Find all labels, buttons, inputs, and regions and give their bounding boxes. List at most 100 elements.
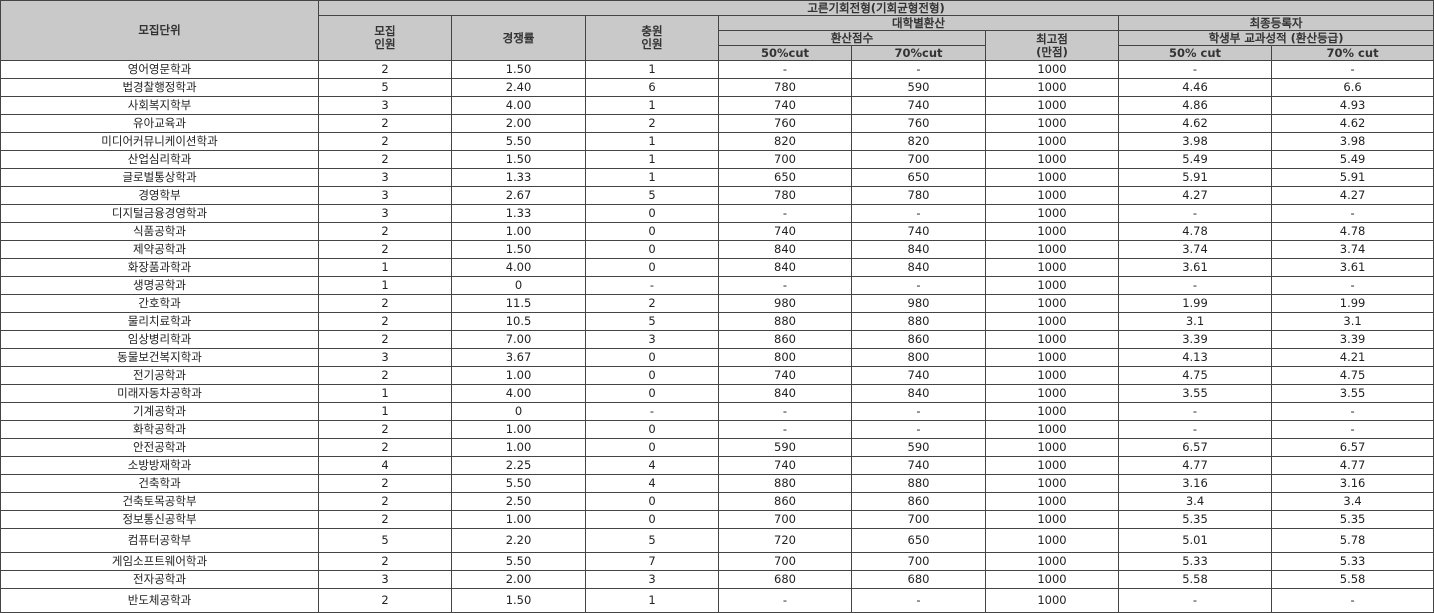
- cell-competition: 7.00: [451, 330, 586, 349]
- cell-cut50: 860: [718, 492, 852, 511]
- cell-competition: 11.5: [451, 294, 586, 313]
- cell-final-cut50: 3.1: [1118, 312, 1272, 331]
- cell-waitlist: 1: [585, 60, 719, 79]
- cell-final-cut50: 5.49: [1118, 150, 1272, 169]
- cell-competition: 3.67: [451, 348, 586, 367]
- table-row: 간호학과 2 11.5 2 980 980 1000 1.99 1.99: [0, 294, 1434, 313]
- cell-competition: 5.50: [451, 474, 586, 493]
- cell-max-score: 1000: [985, 492, 1119, 511]
- cell-waitlist: 7: [585, 552, 719, 571]
- cell-unit: 반도체공학과: [0, 588, 319, 613]
- cell-cut70: 740: [851, 456, 986, 475]
- cell-final-cut50: 4.86: [1118, 96, 1272, 115]
- cell-waitlist: 2: [585, 114, 719, 133]
- table-row: 경영학부 3 2.67 5 780 780 1000 4.27 4.27: [0, 186, 1434, 205]
- cell-recruit: 2: [318, 222, 452, 241]
- cell-competition: 2.00: [451, 570, 586, 589]
- cell-cut70: -: [851, 588, 986, 613]
- table-row: 화장품과학과 1 4.00 0 840 840 1000 3.61 3.61: [0, 258, 1434, 277]
- cell-final-cut70: -: [1270, 204, 1434, 223]
- cell-unit: 제약공학과: [0, 240, 319, 259]
- cell-cut50: 680: [718, 570, 852, 589]
- cell-cut50: 740: [718, 222, 852, 241]
- cell-recruit: 2: [318, 552, 452, 571]
- cell-final-cut50: 5.35: [1118, 510, 1272, 529]
- cell-competition: 4.00: [451, 258, 586, 277]
- cell-final-cut70: 3.98: [1270, 132, 1434, 151]
- table-row: 글로벌통상학과 3 1.33 1 650 650 1000 5.91 5.91: [0, 168, 1434, 187]
- cell-final-cut70: 5.33: [1270, 552, 1434, 571]
- table-row: 디지털금융경영학과 3 1.33 0- -1000- -: [0, 204, 1434, 223]
- cell-final-cut70: 6.6: [1270, 78, 1434, 97]
- cell-cut70: 740: [851, 366, 986, 385]
- cell-cut70: 740: [851, 222, 986, 241]
- cell-recruit: 3: [318, 570, 452, 589]
- cell-recruit: 2: [318, 492, 452, 511]
- cell-max-score: 1000: [985, 420, 1119, 439]
- cell-max-score: 1000: [985, 570, 1119, 589]
- cell-recruit: 2: [318, 510, 452, 529]
- cell-waitlist: 0: [585, 438, 719, 457]
- cell-waitlist: 0: [585, 222, 719, 241]
- cell-final-cut70: 4.78: [1270, 222, 1434, 241]
- cell-waitlist: 0: [585, 510, 719, 529]
- cell-max-score: 1000: [985, 366, 1119, 385]
- table-row: 미래자동차공학과 1 4.00 0 840 840 1000 3.55 3.55: [0, 384, 1434, 403]
- cell-unit: 미래자동차공학과: [0, 384, 319, 403]
- cell-max-score: 1000: [985, 132, 1119, 151]
- cell-max-score: 1000: [985, 438, 1119, 457]
- cell-cut70: 800: [851, 348, 986, 367]
- cell-final-cut70: -: [1270, 60, 1434, 79]
- table-body: 영어영문학과 2 1.50 1- -1000- - 법경찰행정학과 5 2.40 6 780 590 1…: [0, 60, 1434, 613]
- cell-waitlist: 1: [585, 150, 719, 169]
- cell-cut50: 860: [718, 330, 852, 349]
- cell-max-score: 1000: [985, 384, 1119, 403]
- cell-final-cut70: 3.1: [1270, 312, 1434, 331]
- cell-max-score: 1000: [985, 348, 1119, 367]
- cell-waitlist: 1: [585, 132, 719, 151]
- table-row: 게임소프트웨어학과 2 5.50 7 700 700 1000 5.33 5.33: [0, 552, 1434, 571]
- cell-final-cut50: 6.57: [1118, 438, 1272, 457]
- table-row: 산업심리학과 2 1.50 1 700 700 1000 5.49 5.49: [0, 150, 1434, 169]
- cell-cut70: 840: [851, 240, 986, 259]
- cell-unit: 소방방재학과: [0, 456, 319, 475]
- cell-waitlist: 0: [585, 240, 719, 259]
- cell-waitlist: -: [585, 276, 719, 295]
- cell-unit: 건축학과: [0, 474, 319, 493]
- cell-final-cut70: 4.62: [1270, 114, 1434, 133]
- cell-cut70: -: [851, 420, 986, 439]
- cell-cut70: 840: [851, 258, 986, 277]
- cell-waitlist: 1: [585, 588, 719, 613]
- header-final-registrants: 최종등록자: [1117, 15, 1434, 31]
- cell-waitlist: 5: [585, 186, 719, 205]
- cell-unit: 영어영문학과: [0, 60, 319, 79]
- cell-final-cut50: 4.77: [1118, 456, 1272, 475]
- cell-max-score: 1000: [985, 204, 1119, 223]
- cell-final-cut50: 4.46: [1118, 78, 1272, 97]
- cell-cut70: 980: [851, 294, 986, 313]
- header-final-cut70: 70% cut: [1270, 45, 1434, 61]
- cell-final-cut50: 3.55: [1118, 384, 1272, 403]
- cell-max-score: 1000: [985, 222, 1119, 241]
- cell-max-score: 1000: [985, 240, 1119, 259]
- cell-max-score: 1000: [985, 528, 1119, 553]
- header-waitlist: 충원 인원: [585, 15, 719, 61]
- cell-waitlist: 0: [585, 420, 719, 439]
- cell-final-cut70: 5.49: [1270, 150, 1434, 169]
- cell-unit: 정보통신공학부: [0, 510, 319, 529]
- header-max-score: 최고점 (만점): [985, 30, 1119, 61]
- cell-recruit: 3: [318, 168, 452, 187]
- cell-competition: 1.50: [451, 588, 586, 613]
- table-row: 물리치료학과 2 10.5 5 880 880 1000 3.1 3.1: [0, 312, 1434, 331]
- cell-unit: 간호학과: [0, 294, 319, 313]
- cell-cut50: 700: [718, 150, 852, 169]
- cell-competition: 4.00: [451, 96, 586, 115]
- table-row: 건축학과 2 5.50 4 880 880 1000 3.16 3.16: [0, 474, 1434, 493]
- header-final-cut50: 50% cut: [1118, 45, 1272, 61]
- cell-max-score: 1000: [985, 510, 1119, 529]
- header-school-record: 학생부 교과성적 (환산등급): [1117, 30, 1434, 46]
- cell-final-cut50: 5.01: [1118, 528, 1272, 553]
- cell-recruit: 2: [318, 60, 452, 79]
- cell-max-score: 1000: [985, 150, 1119, 169]
